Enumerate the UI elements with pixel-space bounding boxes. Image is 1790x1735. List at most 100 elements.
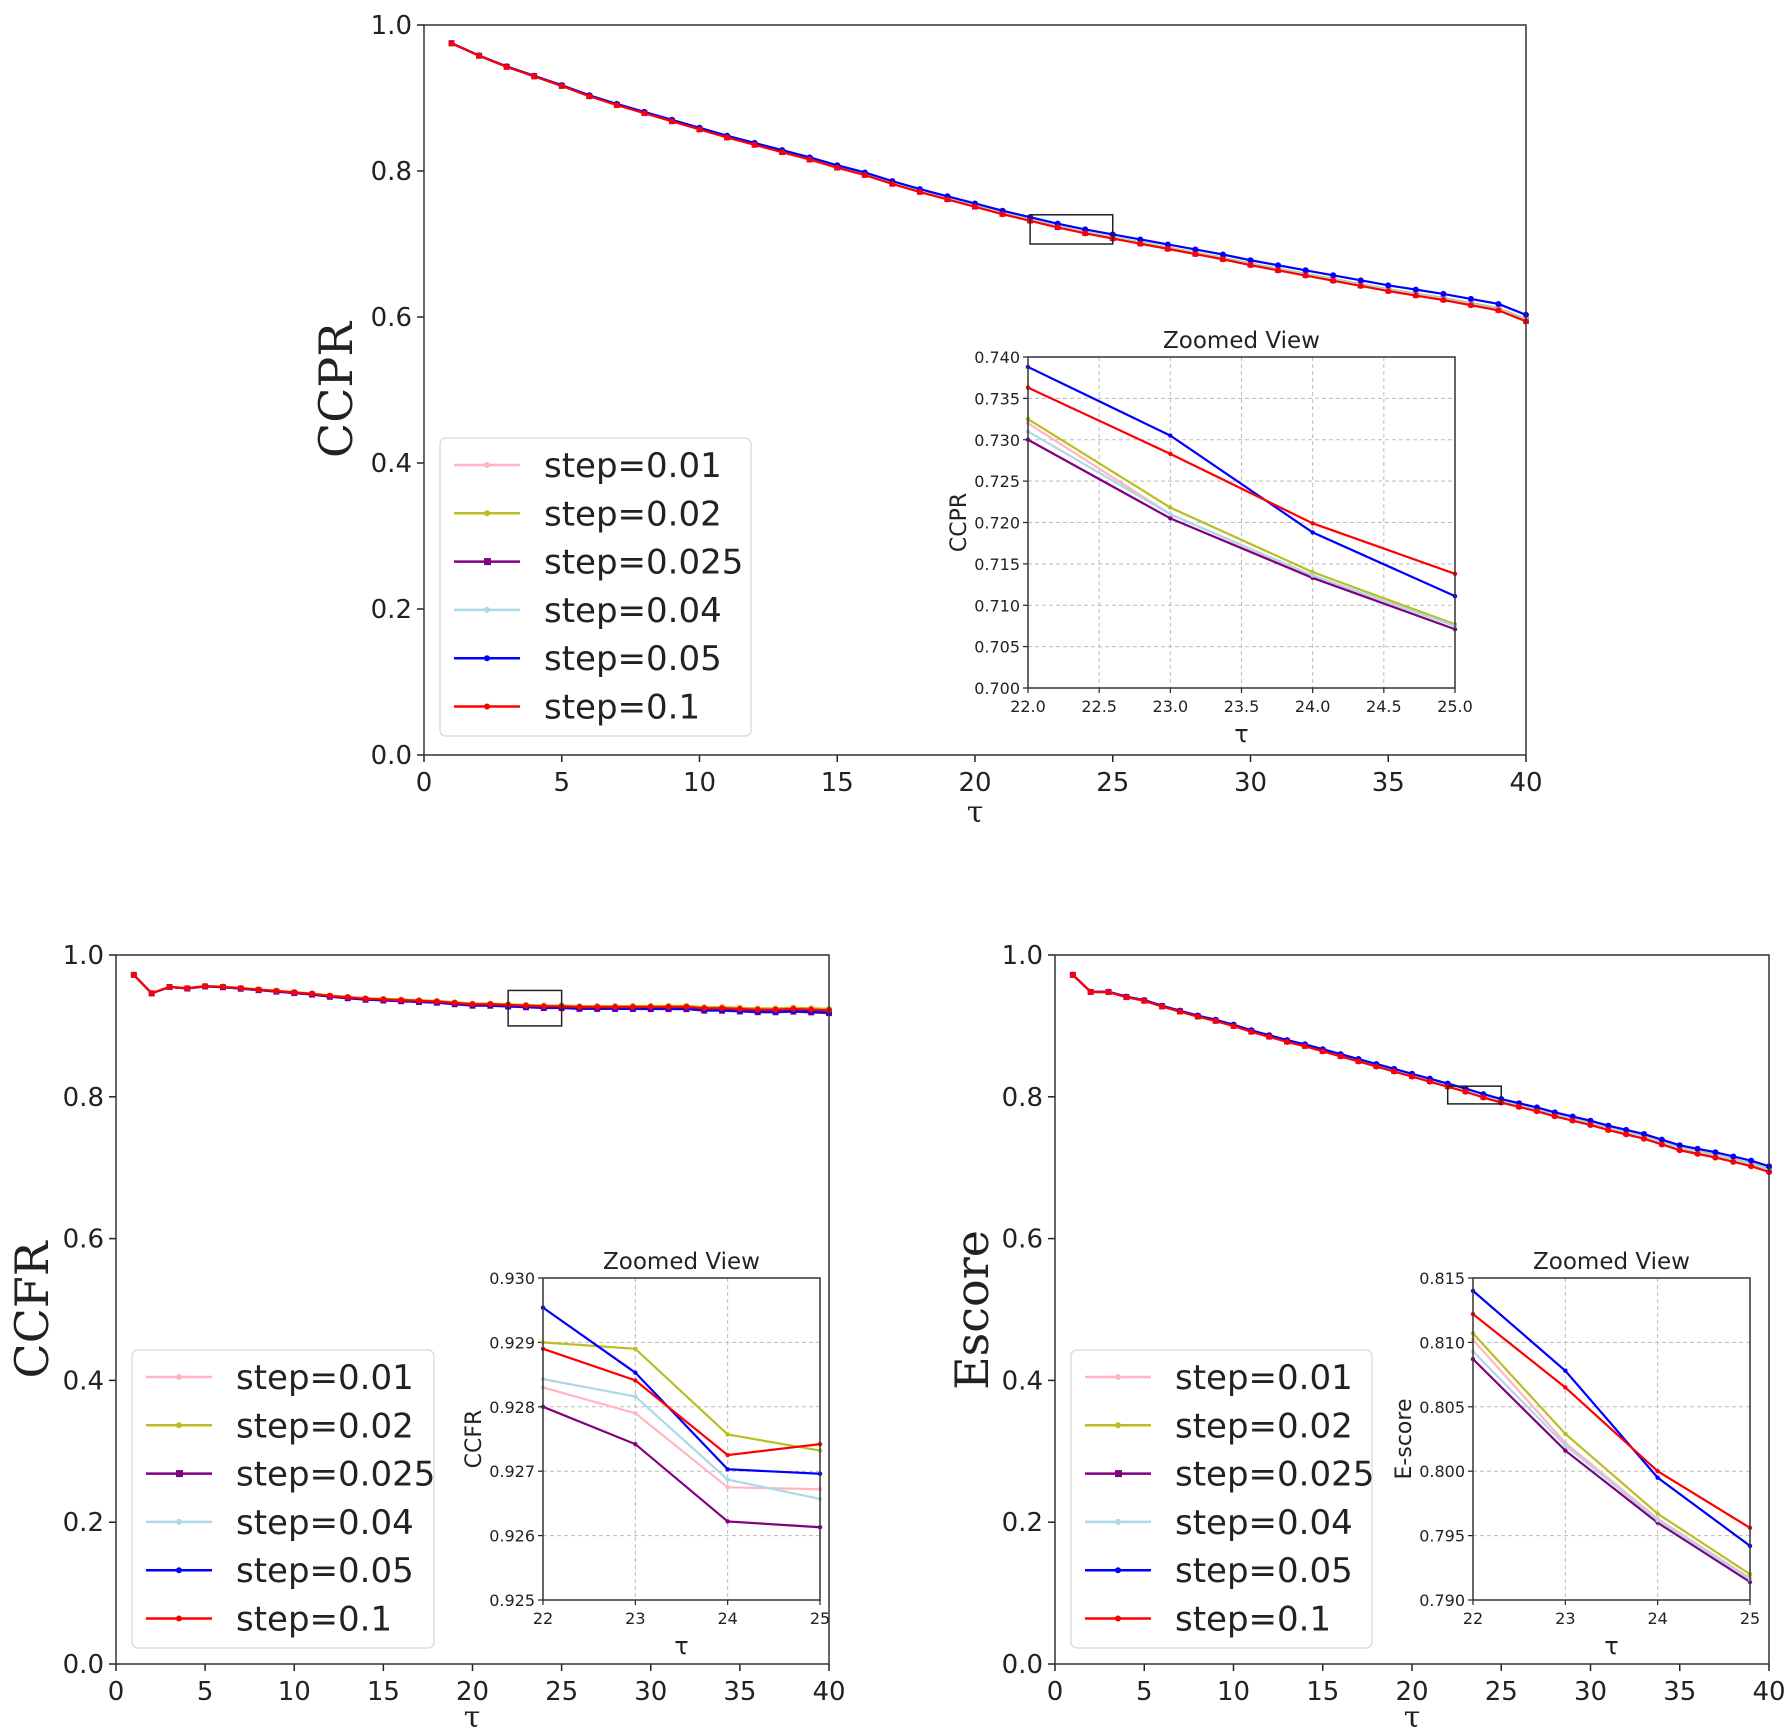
inset-x-tick-label: 22.5 — [1081, 697, 1117, 716]
legend-marker — [176, 1615, 182, 1622]
chart-ccfr: 0 5 10 15 20 25 30 35 40 0.0 0.2 0.4 0.6 0.8 1.0 τ CCFR s… — [5, 941, 846, 1735]
legend-marker — [484, 462, 490, 468]
x-tick-label: 35 — [1663, 1677, 1696, 1707]
inset-zoomed-view: 22 23 24 25 0.790 0.795 0.800 0.805 0.810 0.815 Zo… — [1392, 1249, 1760, 1660]
inset-title: Zoomed View — [1163, 328, 1320, 354]
x-tick-label: 35 — [1372, 768, 1405, 798]
y-axis-label: Escore — [945, 1230, 999, 1390]
inset-frame — [1027, 356, 1456, 689]
legend-marker — [484, 558, 491, 566]
inset-zoomed-view: 22 23 24 25 0.925 0.926 0.927 0.928 0.929 0.930 Zo… — [462, 1249, 830, 1660]
x-tick-label: 40 — [1752, 1677, 1785, 1707]
data-point — [1658, 1136, 1665, 1143]
data-point — [1569, 1117, 1576, 1124]
data-point — [889, 180, 896, 187]
inset-series-line-step=0.04 — [542, 1378, 821, 1500]
inset-x-tick-label: 25.0 — [1437, 697, 1473, 716]
inset-y-tick-label: 0.705 — [974, 638, 1020, 657]
data-point — [1284, 1038, 1291, 1045]
x-tick-label: 30 — [634, 1677, 667, 1707]
legend-item: step=0.05 — [454, 639, 722, 679]
series-line-step=0.05 — [1072, 974, 1770, 1168]
axes-frame — [115, 954, 830, 1665]
data-point — [1409, 1073, 1415, 1080]
x-axis-label: τ — [464, 1700, 481, 1735]
inset-frame — [1472, 1277, 1751, 1601]
data-point — [476, 52, 483, 59]
inset-data-point — [1168, 512, 1173, 517]
inset-data-point — [1655, 1511, 1660, 1516]
data-point — [751, 141, 758, 148]
series-line-step=0.05 — [451, 42, 1527, 316]
data-point — [1302, 272, 1309, 279]
data-point — [972, 203, 978, 210]
data-point — [540, 1003, 547, 1010]
chart-ccpr: 0 5 10 15 20 25 30 35 40 0.0 0.2 0.4 0.6 0.8 1.0 τ CCPR s… — [309, 11, 1543, 830]
data-point — [641, 110, 648, 117]
series-line-step=0.025 — [451, 42, 1527, 322]
inset-x-tick-label: 23.5 — [1224, 697, 1260, 716]
y-tick-label: 0.0 — [63, 1650, 104, 1680]
data-point — [1192, 246, 1199, 253]
data-point — [344, 994, 351, 1001]
inset-data-point — [1310, 569, 1315, 575]
data-point — [451, 999, 458, 1006]
inset-data-point — [633, 1378, 638, 1383]
inset-data-point — [1563, 1448, 1568, 1453]
legend-item: step=0.02 — [1085, 1406, 1353, 1446]
legend-label: step=0.04 — [544, 591, 722, 631]
data-point — [1301, 1043, 1308, 1050]
legend-item: step=0.04 — [454, 591, 722, 631]
data-point — [779, 149, 786, 156]
series-line-step=0.1 — [451, 42, 1527, 323]
data-point — [944, 196, 951, 203]
data-point — [1748, 1157, 1755, 1164]
inset-y-axis-label: CCFR — [462, 1410, 487, 1469]
inset-x-tick-label: 25 — [1740, 1609, 1760, 1628]
data-point — [1516, 1103, 1523, 1110]
inset-y-tick-label: 0.928 — [489, 1398, 535, 1417]
x-tick-label: 25 — [1096, 768, 1129, 798]
inset-data-point — [1168, 505, 1173, 510]
x-tick-label: 5 — [197, 1677, 214, 1707]
inset-frame — [542, 1277, 821, 1601]
data-point — [1357, 282, 1364, 289]
data-point — [1426, 1078, 1433, 1085]
x-tick-label: 0 — [1047, 1677, 1064, 1707]
data-point — [1357, 277, 1364, 284]
y-tick-label: 0.4 — [63, 1366, 104, 1396]
data-point — [683, 1003, 690, 1010]
series-line-step=0.02 — [451, 42, 1527, 321]
legend: step=0.01 step=0.02 step=0.025 step=0.04 ste… — [439, 437, 752, 737]
inset-series-line-step=0.04 — [1027, 430, 1456, 627]
inset-x-tick-label: 22 — [533, 1609, 553, 1628]
data-point — [1623, 1126, 1630, 1133]
inset-x-axis-label: τ — [1604, 1632, 1618, 1660]
data-point — [999, 211, 1006, 218]
y-tick-label: 0.4 — [1002, 1366, 1043, 1396]
inset-y-tick-label: 0.710 — [974, 596, 1020, 615]
inset-y-axis-label: E-score — [1392, 1399, 1417, 1480]
inset-y-tick-label: 0.700 — [974, 679, 1020, 698]
legend-item: step=0.01 — [146, 1358, 414, 1398]
data-point — [668, 118, 675, 125]
data-point — [665, 1003, 672, 1010]
x-tick-label: 20 — [1395, 1677, 1428, 1707]
data-point — [148, 990, 155, 997]
legend-marker — [1115, 1422, 1121, 1429]
y-tick-label: 0.2 — [1002, 1508, 1043, 1538]
inset-x-tick-label: 22 — [1463, 1609, 1483, 1628]
inset-data-point — [1310, 521, 1315, 526]
inset-y-tick-label: 0.805 — [1419, 1398, 1465, 1417]
data-point — [1266, 1033, 1273, 1040]
legend-label: step=0.01 — [236, 1358, 414, 1398]
inset-y-tick-label: 0.720 — [974, 514, 1020, 533]
inset-x-axis-label: τ — [1234, 720, 1248, 748]
data-point — [1569, 1113, 1576, 1120]
y-tick-label: 1.0 — [371, 11, 412, 41]
data-point — [1385, 288, 1392, 295]
data-point — [790, 1005, 797, 1012]
data-point — [380, 996, 387, 1003]
data-point — [1275, 267, 1282, 274]
inset-data-point — [1168, 433, 1173, 438]
